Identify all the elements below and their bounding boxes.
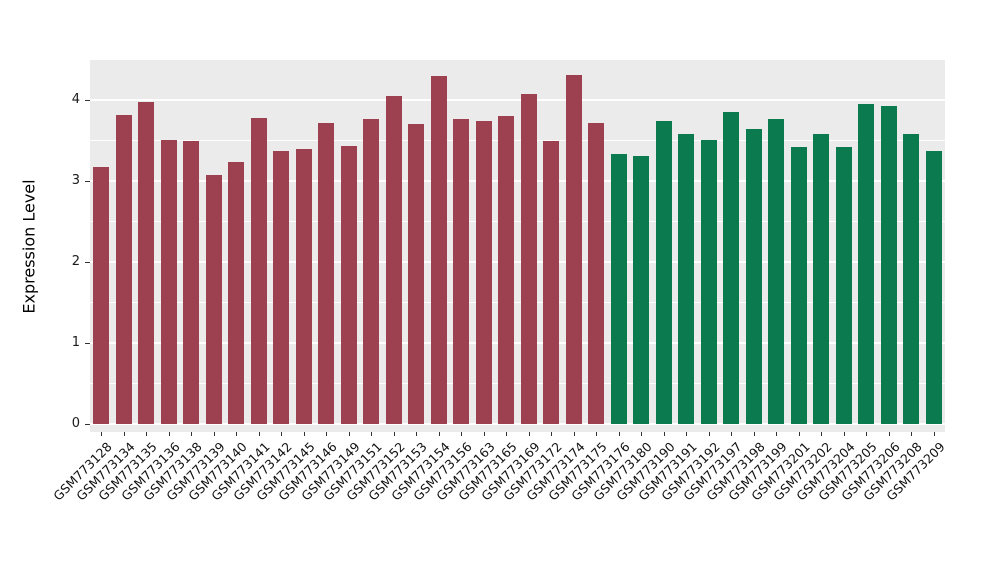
x-tick-mark <box>618 432 620 436</box>
x-tick-mark <box>326 432 328 436</box>
y-tick-label: 4 <box>71 92 80 107</box>
x-tick-mark <box>641 432 643 436</box>
y-tick-mark <box>85 261 90 263</box>
x-tick-mark <box>168 432 170 436</box>
bar <box>835 146 852 424</box>
x-tick-mark <box>731 432 733 436</box>
bar <box>633 155 650 424</box>
bar <box>363 118 380 424</box>
x-tick-mark <box>821 432 823 436</box>
bar <box>430 75 447 424</box>
bar <box>678 134 695 424</box>
x-tick-mark <box>596 432 598 436</box>
gridline-major <box>90 261 945 263</box>
bar <box>115 114 132 424</box>
x-tick-mark <box>528 432 530 436</box>
x-tick-mark <box>146 432 148 436</box>
bar <box>318 123 335 424</box>
x-tick-mark <box>843 432 845 436</box>
x-tick-mark <box>686 432 688 436</box>
y-axis-title-text: Expression Level <box>19 178 39 314</box>
bar <box>228 161 245 424</box>
y-axis-title: Expression Level <box>16 60 42 432</box>
x-tick-mark <box>393 432 395 436</box>
bar <box>745 129 762 424</box>
bar <box>768 119 785 424</box>
bar <box>880 105 897 424</box>
bar <box>340 146 357 424</box>
bar <box>385 95 402 424</box>
x-tick-mark <box>281 432 283 436</box>
y-tick-label: 1 <box>71 335 80 350</box>
y-tick-mark <box>85 99 90 101</box>
y-tick-mark <box>85 342 90 344</box>
x-tick-mark <box>776 432 778 436</box>
x-tick-mark <box>416 432 418 436</box>
bar <box>903 134 920 424</box>
bar <box>925 151 942 424</box>
bar <box>160 139 177 424</box>
bar <box>813 134 830 424</box>
gridline-minor <box>90 302 945 303</box>
gridline-minor <box>90 140 945 141</box>
x-tick-mark <box>933 432 935 436</box>
bar <box>475 121 492 424</box>
x-tick-mark <box>573 432 575 436</box>
bar <box>565 74 582 424</box>
bar <box>723 112 740 424</box>
bar <box>520 93 537 424</box>
gridline-major <box>90 99 945 101</box>
x-tick-mark <box>888 432 890 436</box>
x-tick-mark <box>866 432 868 436</box>
bar <box>543 141 560 424</box>
x-tick-mark <box>123 432 125 436</box>
plot-panel <box>90 60 945 432</box>
x-tick-mark <box>191 432 193 436</box>
x-tick-mark <box>371 432 373 436</box>
gridline-minor <box>90 383 945 384</box>
y-tick-mark <box>85 423 90 425</box>
gridline-major <box>90 423 945 425</box>
x-tick-mark <box>258 432 260 436</box>
x-tick-mark <box>551 432 553 436</box>
x-tick-mark <box>101 432 103 436</box>
x-tick-mark <box>753 432 755 436</box>
x-tick-mark <box>461 432 463 436</box>
bar <box>295 148 312 424</box>
x-tick-mark <box>911 432 913 436</box>
bar <box>273 151 290 424</box>
y-tick-label: 3 <box>71 173 80 188</box>
bar <box>183 140 200 424</box>
x-tick-mark <box>506 432 508 436</box>
gridline-major <box>90 342 945 344</box>
bar <box>250 117 267 424</box>
x-tick-mark <box>236 432 238 436</box>
y-tick-label: 2 <box>71 254 80 269</box>
bar <box>588 123 605 424</box>
x-tick-mark <box>798 432 800 436</box>
x-tick-mark <box>348 432 350 436</box>
gridline-minor <box>90 221 945 222</box>
bar <box>498 116 515 424</box>
bar <box>138 102 155 424</box>
bar <box>93 167 110 424</box>
y-tick-mark <box>85 180 90 182</box>
x-tick-mark <box>708 432 710 436</box>
bar <box>655 121 672 424</box>
bar <box>453 119 470 424</box>
x-tick-mark <box>438 432 440 436</box>
bar <box>700 139 717 424</box>
bar <box>610 154 627 424</box>
bar <box>858 104 875 424</box>
y-tick-label: 0 <box>71 416 80 431</box>
x-tick-mark <box>663 432 665 436</box>
gridline-major <box>90 180 945 182</box>
bar <box>790 146 807 424</box>
x-tick-mark <box>213 432 215 436</box>
bar <box>408 124 425 424</box>
x-tick-mark <box>483 432 485 436</box>
bar <box>205 174 222 424</box>
x-tick-mark <box>303 432 305 436</box>
